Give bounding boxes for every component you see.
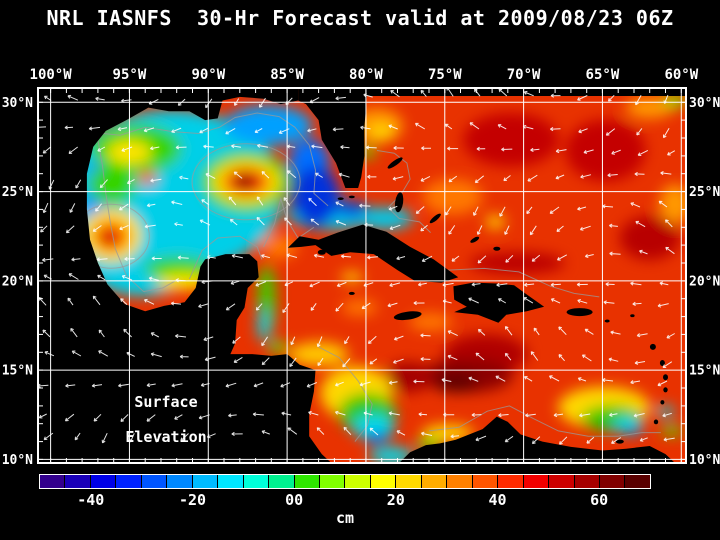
- lon-tick-label: 90°W: [191, 67, 225, 83]
- lat-tick-label-right: 20°N: [689, 274, 720, 289]
- colorbar-segment: [243, 475, 270, 488]
- lon-tick-label: 100°W: [30, 67, 73, 83]
- map-frame: [37, 87, 687, 464]
- lat-tick-label-left: 30°N: [2, 96, 33, 111]
- lon-tick-label: 85°W: [270, 67, 304, 83]
- axis-ticks: [39, 89, 685, 462]
- lat-tick-label-right: 30°N: [689, 96, 720, 111]
- colorbar-segment: [447, 475, 473, 488]
- colorbar-tick-label: -20: [178, 491, 207, 509]
- colorbar-segment: [116, 475, 142, 488]
- lat-tick-label-left: 25°N: [2, 185, 33, 200]
- lon-tick-label: 70°W: [507, 67, 541, 83]
- lat-tick-label-left: 15°N: [2, 364, 33, 379]
- lat-tick-label-left: 10°N: [2, 453, 33, 468]
- colorbar-unit-label: cm: [335, 509, 355, 527]
- lat-tick-label-right: 25°N: [689, 185, 720, 200]
- lat-tick-label-right: 10°N: [689, 453, 720, 468]
- field-label-line2: Elevation: [125, 428, 207, 446]
- colorbar-tick-label: 60: [590, 491, 609, 509]
- lon-tick-label: 80°W: [349, 67, 383, 83]
- lon-tick-label: 60°W: [664, 67, 698, 83]
- colorbar-segment: [549, 475, 575, 488]
- lon-tick-label: 65°W: [586, 67, 620, 83]
- lon-tick-label: 75°W: [428, 67, 462, 83]
- colorbar-segment: [498, 475, 524, 488]
- figure-title: NRL IASNFS 30-Hr Forecast valid at 2009/…: [46, 6, 674, 30]
- colorbar-segment: [574, 475, 600, 488]
- colorbar-segment: [625, 475, 650, 488]
- colorbar-segment: [65, 475, 91, 488]
- colorbar: [39, 474, 651, 489]
- colorbar-segment: [167, 475, 193, 488]
- field-label-line1: Surface: [134, 393, 198, 411]
- colorbar-segment: [192, 475, 219, 488]
- lat-tick-label-left: 20°N: [2, 274, 33, 289]
- colorbar-segment: [40, 475, 66, 488]
- colorbar-labels: -40 -20 00 20 40 60: [0, 491, 720, 509]
- colorbar-segment: [472, 475, 499, 488]
- colorbar-segment: [319, 475, 346, 488]
- landmass: [38, 88, 675, 463]
- colorbar-segment: [523, 475, 550, 488]
- field-label: Surface Elevation: [118, 393, 214, 446]
- lat-tick-label-right: 15°N: [689, 364, 720, 379]
- colorbar-segment: [141, 475, 168, 488]
- colorbar-segment: [599, 475, 626, 488]
- colorbar-tick-label: -40: [77, 491, 105, 509]
- colorbar-segment: [396, 475, 422, 488]
- lon-tick-label: 95°W: [113, 67, 147, 83]
- colorbar-segment: [90, 475, 117, 488]
- ssh-field: [60, 93, 686, 463]
- bathymetry-contours: [72, 112, 661, 442]
- graticule: [38, 88, 686, 463]
- map-field: [38, 88, 686, 463]
- colorbar-tick-label: 00: [285, 491, 304, 509]
- axis-labels: 100°W 95°W 90°W 85°W 80°W 75°W 70°W 65°W 60°W 30°…: [2, 67, 720, 468]
- wind-vectors: [38, 88, 676, 445]
- colorbar-segment: [218, 475, 244, 488]
- colorbar-segment: [370, 475, 397, 488]
- colorbar-segment: [421, 475, 448, 488]
- colorbar-tick-label: 20: [386, 491, 405, 509]
- colorbar-segment: [345, 475, 371, 488]
- colorbar-segment: [294, 475, 320, 488]
- colorbar-tick-label: 40: [488, 491, 507, 509]
- colorbar-segment: [269, 475, 295, 488]
